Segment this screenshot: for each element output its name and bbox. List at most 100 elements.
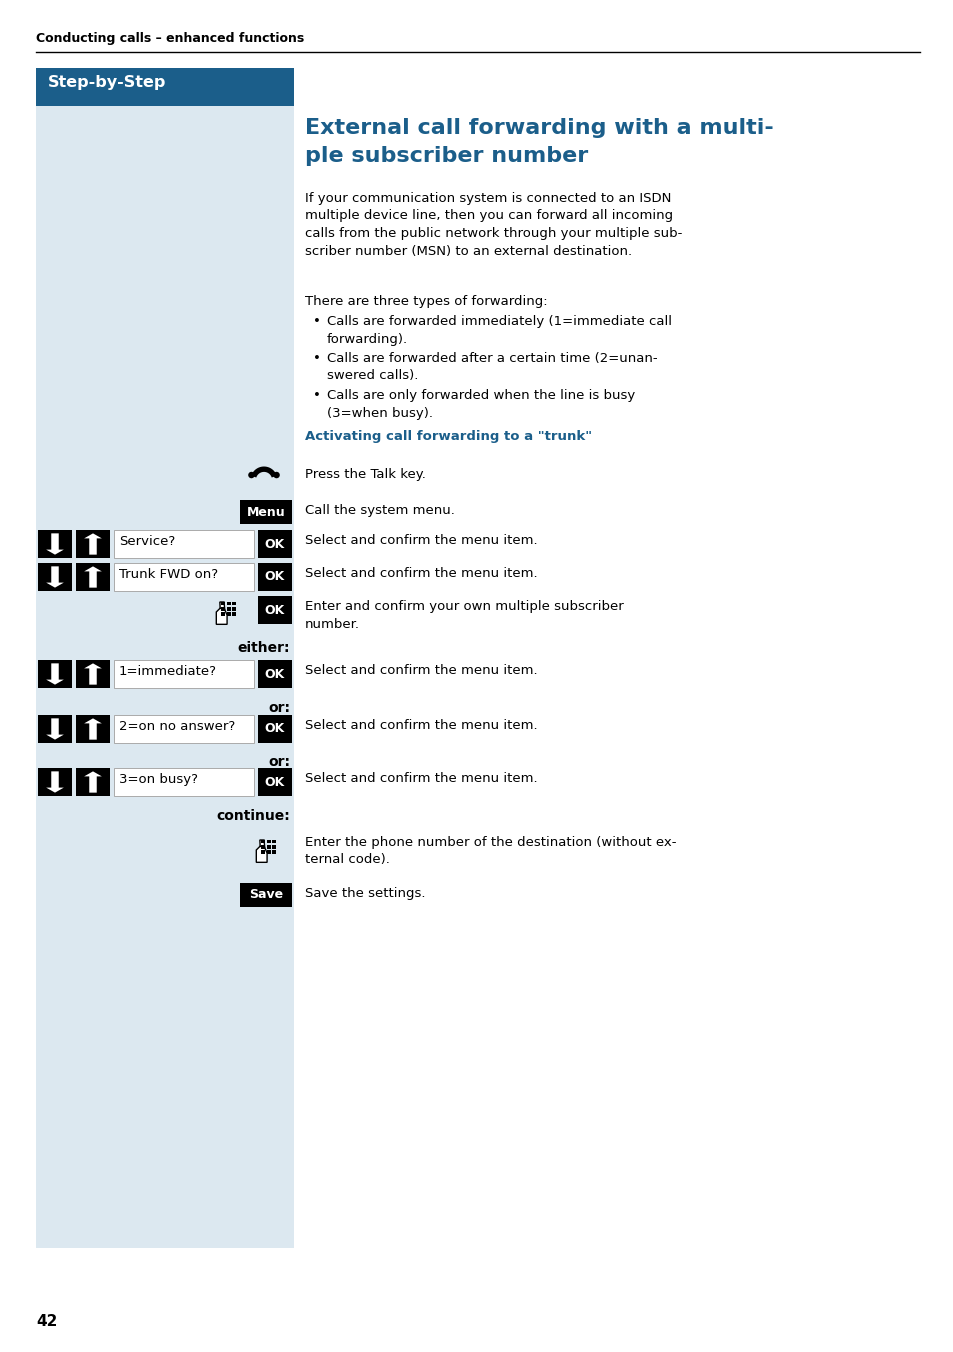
Bar xyxy=(221,612,225,617)
Text: Calls are forwarded immediately (1=immediate call
forwarding).: Calls are forwarded immediately (1=immed… xyxy=(327,315,671,346)
Bar xyxy=(76,715,110,744)
Bar xyxy=(221,607,225,611)
Text: Service?: Service? xyxy=(119,535,175,548)
Text: Select and confirm the menu item.: Select and confirm the menu item. xyxy=(305,566,537,580)
Text: If your communication system is connected to an ISDN
multiple device line, then : If your communication system is connecte… xyxy=(305,192,681,257)
Text: Calls are only forwarded when the line is busy
(3=when busy).: Calls are only forwarded when the line i… xyxy=(327,389,635,419)
Polygon shape xyxy=(46,718,64,740)
Polygon shape xyxy=(46,772,64,792)
Circle shape xyxy=(273,472,279,479)
Polygon shape xyxy=(84,664,102,684)
Text: Select and confirm the menu item.: Select and confirm the menu item. xyxy=(305,664,537,677)
Polygon shape xyxy=(46,566,64,588)
Bar xyxy=(38,768,71,796)
Text: •: • xyxy=(313,389,320,402)
Bar xyxy=(227,612,231,617)
Text: Save the settings.: Save the settings. xyxy=(305,887,425,900)
Polygon shape xyxy=(84,772,102,792)
Bar xyxy=(221,602,225,606)
Bar xyxy=(38,715,71,744)
Text: There are three types of forwarding:: There are three types of forwarding: xyxy=(305,295,547,308)
Bar xyxy=(113,715,253,744)
Bar xyxy=(76,768,110,796)
Text: 2=on no answer?: 2=on no answer? xyxy=(119,721,235,733)
Bar xyxy=(261,845,265,849)
Text: •: • xyxy=(313,352,320,365)
Bar xyxy=(257,562,292,591)
Text: Calls are forwarded after a certain time (2=unan-
swered calls).: Calls are forwarded after a certain time… xyxy=(327,352,657,383)
Bar xyxy=(267,840,271,844)
Bar xyxy=(272,845,275,849)
Polygon shape xyxy=(219,602,225,610)
Bar xyxy=(261,840,265,844)
Bar xyxy=(38,660,71,688)
Bar xyxy=(113,562,253,591)
Polygon shape xyxy=(84,533,102,554)
Text: OK: OK xyxy=(265,538,285,550)
Text: either:: either: xyxy=(237,641,290,654)
Bar xyxy=(272,840,275,844)
Bar xyxy=(232,607,235,611)
Bar xyxy=(257,715,292,744)
Text: Call the system menu.: Call the system menu. xyxy=(305,504,455,516)
Bar xyxy=(36,68,294,1248)
Polygon shape xyxy=(251,466,276,477)
Text: Enter the phone number of the destination (without ex-
ternal code).: Enter the phone number of the destinatio… xyxy=(305,836,676,867)
Text: or:: or: xyxy=(268,700,290,715)
Text: OK: OK xyxy=(265,571,285,584)
Bar xyxy=(257,768,292,796)
Bar xyxy=(76,660,110,688)
Bar xyxy=(227,607,231,611)
Polygon shape xyxy=(259,840,265,848)
Text: continue:: continue: xyxy=(216,808,290,823)
Bar xyxy=(76,562,110,591)
Bar xyxy=(261,850,265,854)
Text: Select and confirm the menu item.: Select and confirm the menu item. xyxy=(305,534,537,548)
Bar xyxy=(232,612,235,617)
Text: Select and confirm the menu item.: Select and confirm the menu item. xyxy=(305,719,537,731)
Bar xyxy=(257,596,292,625)
Bar xyxy=(38,530,71,558)
Polygon shape xyxy=(216,608,227,625)
Text: Select and confirm the menu item.: Select and confirm the menu item. xyxy=(305,772,537,786)
Circle shape xyxy=(248,472,254,479)
Text: •: • xyxy=(313,315,320,329)
Text: Conducting calls – enhanced functions: Conducting calls – enhanced functions xyxy=(36,32,304,45)
Text: 1=immediate?: 1=immediate? xyxy=(119,665,216,677)
Text: 42: 42 xyxy=(36,1314,57,1329)
Bar xyxy=(257,530,292,558)
Bar xyxy=(267,845,271,849)
Polygon shape xyxy=(84,566,102,588)
Polygon shape xyxy=(256,846,267,863)
Bar xyxy=(36,68,294,105)
Text: OK: OK xyxy=(265,722,285,735)
Bar xyxy=(232,602,235,606)
Text: Press the Talk key.: Press the Talk key. xyxy=(305,468,425,481)
Bar xyxy=(113,530,253,558)
Polygon shape xyxy=(46,664,64,684)
Text: 3=on busy?: 3=on busy? xyxy=(119,773,198,786)
Bar xyxy=(267,850,271,854)
Bar xyxy=(240,500,292,525)
Bar xyxy=(257,660,292,688)
Bar xyxy=(76,530,110,558)
Text: Step-by-Step: Step-by-Step xyxy=(48,74,166,91)
Text: External call forwarding with a multi-: External call forwarding with a multi- xyxy=(305,118,773,138)
Text: OK: OK xyxy=(265,603,285,617)
Text: OK: OK xyxy=(265,776,285,788)
Bar xyxy=(227,602,231,606)
Bar xyxy=(113,768,253,796)
Text: Menu: Menu xyxy=(247,506,285,519)
Text: Save: Save xyxy=(249,888,283,902)
Text: or:: or: xyxy=(268,754,290,769)
Text: Activating call forwarding to a "trunk": Activating call forwarding to a "trunk" xyxy=(305,430,592,443)
Text: Trunk FWD on?: Trunk FWD on? xyxy=(119,568,218,581)
Bar xyxy=(240,883,292,907)
Text: ple subscriber number: ple subscriber number xyxy=(305,146,588,166)
Text: Enter and confirm your own multiple subscriber
number.: Enter and confirm your own multiple subs… xyxy=(305,600,623,630)
Polygon shape xyxy=(46,533,64,554)
Text: OK: OK xyxy=(265,668,285,680)
Bar xyxy=(113,660,253,688)
Bar xyxy=(272,850,275,854)
Polygon shape xyxy=(84,718,102,740)
